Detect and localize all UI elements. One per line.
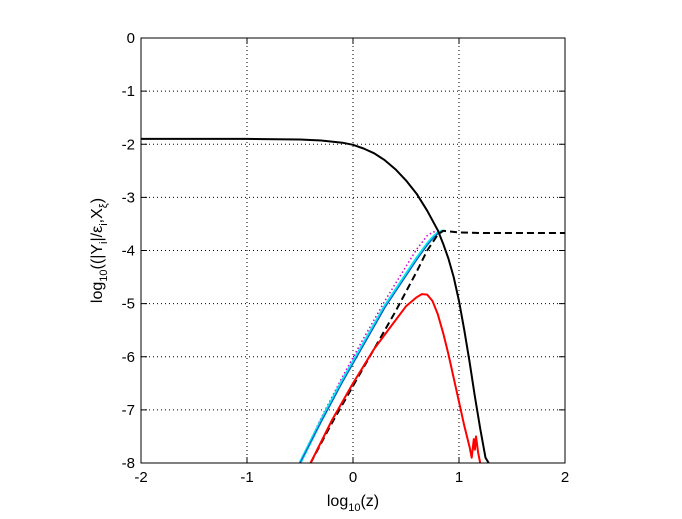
tick-labels: -2 -1 0 1 2 0 -1 -2 -3 -4 -5 -6 -7 -8: [122, 30, 570, 486]
y-tick-label: -1: [122, 83, 135, 100]
y-tick-label: -4: [122, 243, 135, 260]
y-tick-label: 0: [127, 30, 135, 47]
x-tick-label: -1: [240, 469, 253, 486]
series-black-dashed: [309, 229, 565, 463]
series-magenta-dotted: [299, 230, 444, 463]
x-tick-label: 1: [455, 469, 463, 486]
x-tick-label: 2: [561, 469, 569, 486]
y-tick-label: -7: [122, 402, 135, 419]
x-axis-label: log10(z): [327, 493, 379, 514]
y-tick-label: -3: [122, 189, 135, 206]
series-black-solid: [141, 137, 490, 463]
y-tick-label: -2: [122, 136, 135, 153]
series-group: [141, 137, 565, 463]
series-blue-thin: [299, 233, 439, 463]
y-axis-label: log10((|Yi|/εi,Xξ): [89, 198, 110, 303]
series-red: [309, 293, 482, 463]
ticks: [140, 37, 566, 464]
series-cyan: [298, 229, 444, 463]
y-tick-label: -5: [122, 296, 135, 313]
x-tick-label: 0: [349, 469, 357, 486]
x-tick-label: -2: [134, 469, 147, 486]
grid: [141, 38, 565, 463]
y-tick-label: -6: [122, 349, 135, 366]
y-tick-label: -8: [122, 455, 135, 472]
